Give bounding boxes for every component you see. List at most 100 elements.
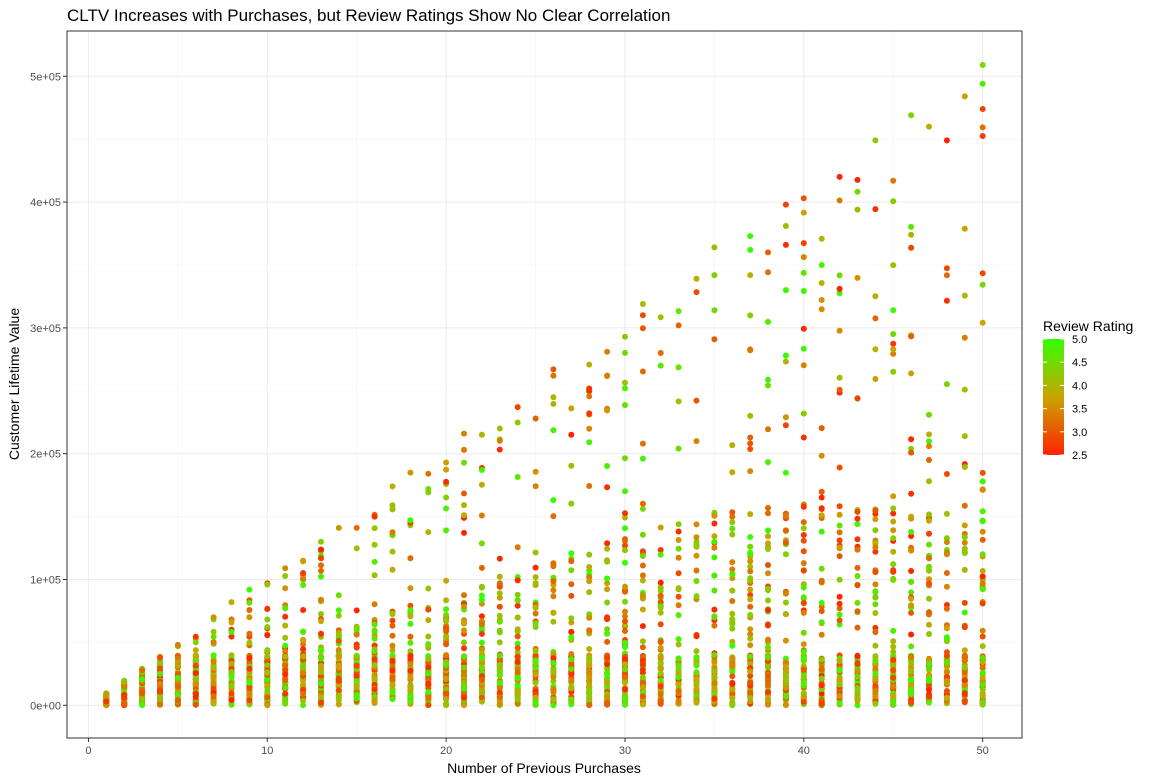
data-point <box>478 677 485 683</box>
data-point <box>908 231 915 238</box>
data-point <box>908 677 915 684</box>
data-point <box>622 588 628 595</box>
data-point <box>800 434 807 441</box>
data-point <box>389 689 396 696</box>
data-point <box>890 340 897 347</box>
data-point <box>926 595 932 602</box>
data-point <box>532 671 539 678</box>
data-point <box>961 550 968 556</box>
data-point <box>318 538 324 545</box>
data-point <box>729 663 736 670</box>
data-point <box>622 674 628 681</box>
data-point <box>246 614 253 621</box>
data-point <box>782 659 789 666</box>
data-point <box>979 106 986 112</box>
data-point <box>622 608 628 615</box>
data-point <box>425 529 432 536</box>
data-point <box>765 504 771 511</box>
data-point <box>478 592 485 599</box>
data-point <box>836 529 843 536</box>
data-point <box>550 587 557 594</box>
data-point <box>711 606 718 613</box>
data-point <box>657 314 664 321</box>
data-point <box>961 534 968 541</box>
data-point <box>639 592 646 599</box>
data-point <box>353 631 360 638</box>
data-point <box>157 670 163 677</box>
legend-title: Review Rating <box>1043 318 1133 334</box>
data-point <box>675 364 682 371</box>
data-point <box>711 272 718 279</box>
data-point <box>943 510 950 517</box>
data-point <box>782 241 789 248</box>
data-point <box>371 675 378 682</box>
data-point <box>604 557 611 564</box>
data-point <box>747 653 754 660</box>
data-point <box>818 700 825 707</box>
data-point <box>961 539 968 546</box>
data-point <box>872 206 879 213</box>
data-point <box>926 443 932 450</box>
data-point <box>639 572 646 579</box>
data-point <box>514 404 521 411</box>
data-point <box>872 581 879 588</box>
data-point <box>622 510 628 517</box>
data-point <box>926 457 932 463</box>
data-point <box>496 603 503 610</box>
data-point <box>192 633 199 640</box>
y-tick-label: 3e+05 <box>30 323 61 335</box>
data-point <box>210 680 217 687</box>
data-point <box>747 558 754 565</box>
data-point <box>318 596 324 603</box>
data-point <box>478 481 485 488</box>
data-point <box>979 551 986 558</box>
data-point <box>890 652 897 659</box>
data-point <box>568 405 575 412</box>
data-point <box>389 667 396 674</box>
data-point <box>890 518 897 525</box>
data-point <box>604 348 611 355</box>
data-point <box>586 694 593 701</box>
data-point <box>371 635 378 642</box>
data-point <box>246 701 253 708</box>
data-point <box>872 589 879 595</box>
data-point <box>693 578 700 584</box>
data-point <box>622 525 628 532</box>
data-point <box>854 653 861 660</box>
data-point <box>639 674 646 681</box>
data-point <box>550 660 557 666</box>
data-point <box>836 605 843 612</box>
data-point <box>747 689 754 696</box>
data-point <box>425 606 432 613</box>
data-point <box>800 567 807 574</box>
data-point <box>908 370 915 377</box>
data-point <box>300 570 307 576</box>
data-point <box>407 639 414 646</box>
data-point <box>604 665 611 672</box>
data-point <box>496 425 503 432</box>
data-point <box>729 625 736 632</box>
data-point <box>765 527 771 534</box>
data-point <box>800 600 807 606</box>
data-point <box>514 591 521 598</box>
data-point <box>818 565 825 572</box>
data-point <box>657 599 664 606</box>
data-point <box>765 654 771 661</box>
data-point <box>639 440 646 447</box>
data-point <box>818 262 825 268</box>
data-point <box>890 577 897 583</box>
data-point <box>192 670 199 677</box>
data-point <box>800 548 807 555</box>
data-point <box>353 673 360 680</box>
data-point <box>389 682 396 688</box>
data-point <box>532 699 539 706</box>
data-point <box>979 573 986 580</box>
data-point <box>782 414 789 421</box>
data-point <box>568 558 575 565</box>
data-point <box>872 137 879 144</box>
data-point <box>335 592 342 599</box>
data-point <box>192 657 199 664</box>
data-point <box>407 671 414 678</box>
data-point <box>514 640 521 647</box>
data-point <box>765 689 771 696</box>
